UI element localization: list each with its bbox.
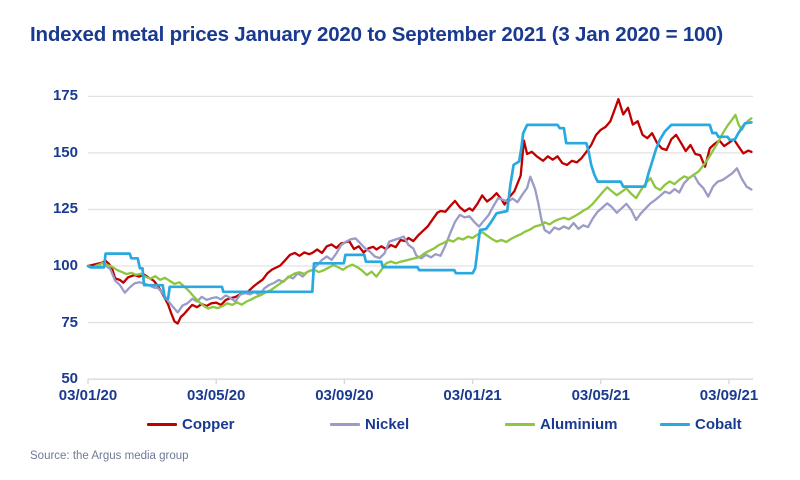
x-tick-label-03/09/20: 03/09/20 xyxy=(315,387,374,405)
y-tick-label-75: 75 xyxy=(61,313,78,331)
x-tick-label-03/09/21: 03/09/21 xyxy=(699,387,759,405)
legend-label-copper: Copper xyxy=(182,415,235,433)
aluminium-line xyxy=(86,113,753,310)
x-axis-line xyxy=(87,379,730,385)
x-tick-label-03/05/20: 03/05/20 xyxy=(186,387,246,405)
y-tick-label-150: 150 xyxy=(52,143,78,161)
legend-label-nickel: Nickel xyxy=(365,415,410,433)
legend-item-aluminium: Aluminium xyxy=(505,414,618,434)
x-tick-label-03/01/20: 03/01/20 xyxy=(58,387,118,405)
nickel-swatch-icon xyxy=(330,422,360,426)
copper-swatch-icon xyxy=(147,422,177,426)
y-tick-label-50: 50 xyxy=(61,370,78,388)
legend-item-copper: Copper xyxy=(147,414,235,434)
series-lines xyxy=(86,97,753,325)
x-tick-label-03/05/21: 03/05/21 xyxy=(571,387,630,405)
y-tick-label-175: 175 xyxy=(52,87,78,105)
legend-item-nickel: Nickel xyxy=(330,414,409,434)
cobalt-swatch-icon xyxy=(660,422,690,426)
y-tick-label-100: 100 xyxy=(52,257,78,274)
legend-label-cobalt: Cobalt xyxy=(695,415,742,433)
x-tick-label-03/01/21: 03/01/21 xyxy=(443,387,502,405)
legend-label-aluminium: Aluminium xyxy=(540,415,618,433)
source-note: Source: the Argus media group xyxy=(30,450,189,462)
chart-title: Indexed metal prices January 2020 to Sep… xyxy=(30,23,724,46)
aluminium-swatch-icon xyxy=(505,422,535,426)
gridlines xyxy=(88,95,753,380)
legend-item-cobalt: Cobalt xyxy=(660,414,742,434)
cobalt-line xyxy=(86,121,753,301)
copper-line xyxy=(86,97,753,325)
y-tick-label-125: 125 xyxy=(52,200,78,218)
